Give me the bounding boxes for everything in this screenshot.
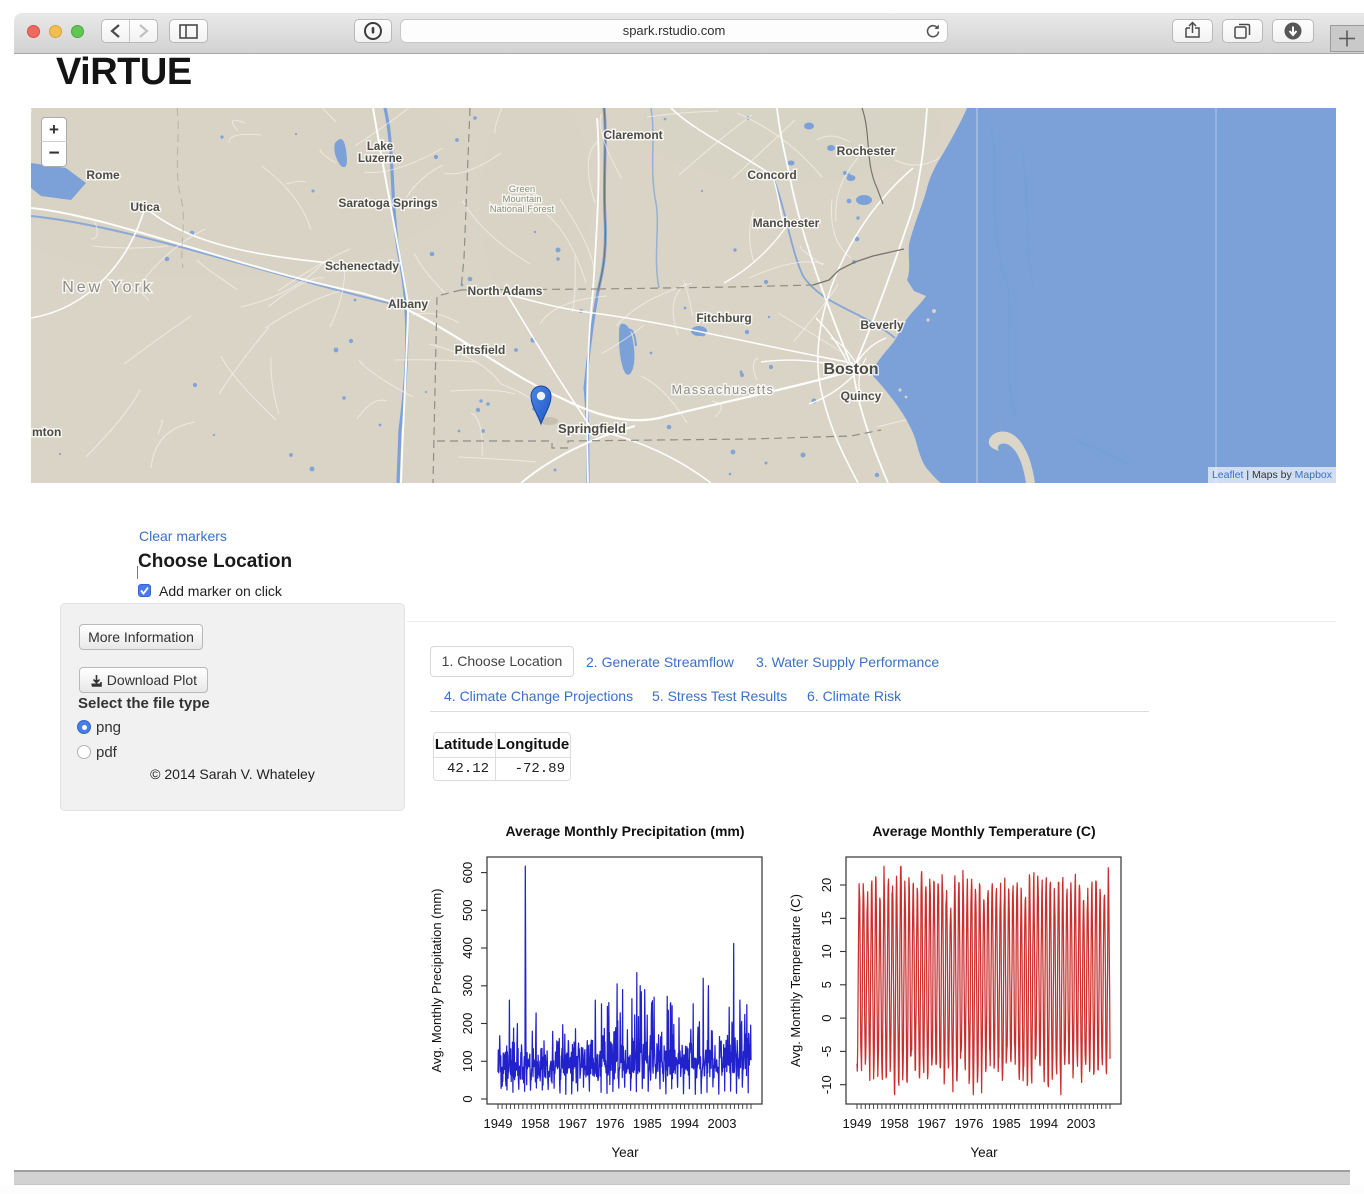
svg-text:Year: Year [611,1145,639,1160]
svg-text:Average Monthly Temperature (C: Average Monthly Temperature (C) [872,823,1095,839]
svg-text:1958: 1958 [521,1116,550,1131]
svg-text:Green: Green [509,184,535,195]
svg-text:Fitchburg: Fitchburg [696,311,751,325]
svg-text:600: 600 [460,862,475,884]
svg-text:1976: 1976 [596,1116,625,1131]
svg-text:1994: 1994 [670,1116,699,1131]
svg-text:10: 10 [819,944,834,958]
svg-text:Beverly: Beverly [860,318,904,332]
svg-text:Rome: Rome [86,168,120,182]
svg-text:Springfield: Springfield [558,421,626,436]
svg-text:5: 5 [819,981,834,988]
svg-text:1985: 1985 [992,1116,1021,1131]
svg-text:0: 0 [819,1014,834,1021]
svg-text:400: 400 [460,937,475,959]
svg-text:National Forest: National Forest [490,204,555,215]
svg-text:Albany: Albany [388,297,428,311]
svg-text:1958: 1958 [880,1116,909,1131]
svg-text:1967: 1967 [558,1116,587,1131]
svg-text:1976: 1976 [955,1116,984,1131]
svg-text:Concord: Concord [747,168,796,182]
svg-text:-5: -5 [819,1046,834,1058]
svg-text:1967: 1967 [917,1116,946,1131]
svg-text:Utica: Utica [130,200,160,214]
svg-text:mton: mton [32,425,61,439]
svg-text:200: 200 [460,1013,475,1035]
svg-text:-10: -10 [819,1075,834,1094]
svg-text:Massachusetts: Massachusetts [672,383,775,397]
svg-text:Pittsfield: Pittsfield [455,343,506,357]
svg-text:20: 20 [819,878,834,892]
svg-text:Mountain: Mountain [502,194,541,205]
svg-text:North Adams: North Adams [468,284,543,298]
svg-text:0: 0 [460,1095,475,1102]
svg-text:Rochester: Rochester [837,144,896,158]
svg-text:Avg. Monthly Precipitation (mm: Avg. Monthly Precipitation (mm) [429,889,444,1073]
svg-text:Manchester: Manchester [753,216,820,230]
svg-text:Average Monthly Precipitation: Average Monthly Precipitation (mm) [505,823,744,839]
svg-text:Quincy: Quincy [841,389,882,403]
svg-text:500: 500 [460,899,475,921]
svg-text:Boston: Boston [823,361,878,378]
svg-text:Year: Year [970,1145,998,1160]
svg-text:Saratoga Springs: Saratoga Springs [338,196,438,210]
svg-text:100: 100 [460,1050,475,1072]
svg-text:Claremont: Claremont [603,128,662,142]
svg-text:New York: New York [62,279,154,296]
svg-text:Schenectady: Schenectady [325,259,399,273]
svg-text:2003: 2003 [708,1116,737,1131]
svg-text:Luzerne: Luzerne [358,153,402,165]
svg-text:Avg. Monthly Temperature (C): Avg. Monthly Temperature (C) [788,894,803,1067]
svg-text:1994: 1994 [1029,1116,1058,1131]
svg-text:1949: 1949 [484,1116,513,1131]
svg-text:15: 15 [819,911,834,925]
svg-text:1949: 1949 [843,1116,872,1131]
svg-text:1985: 1985 [633,1116,662,1131]
svg-text:Lake: Lake [367,141,393,153]
svg-text:300: 300 [460,975,475,997]
svg-text:2003: 2003 [1067,1116,1096,1131]
